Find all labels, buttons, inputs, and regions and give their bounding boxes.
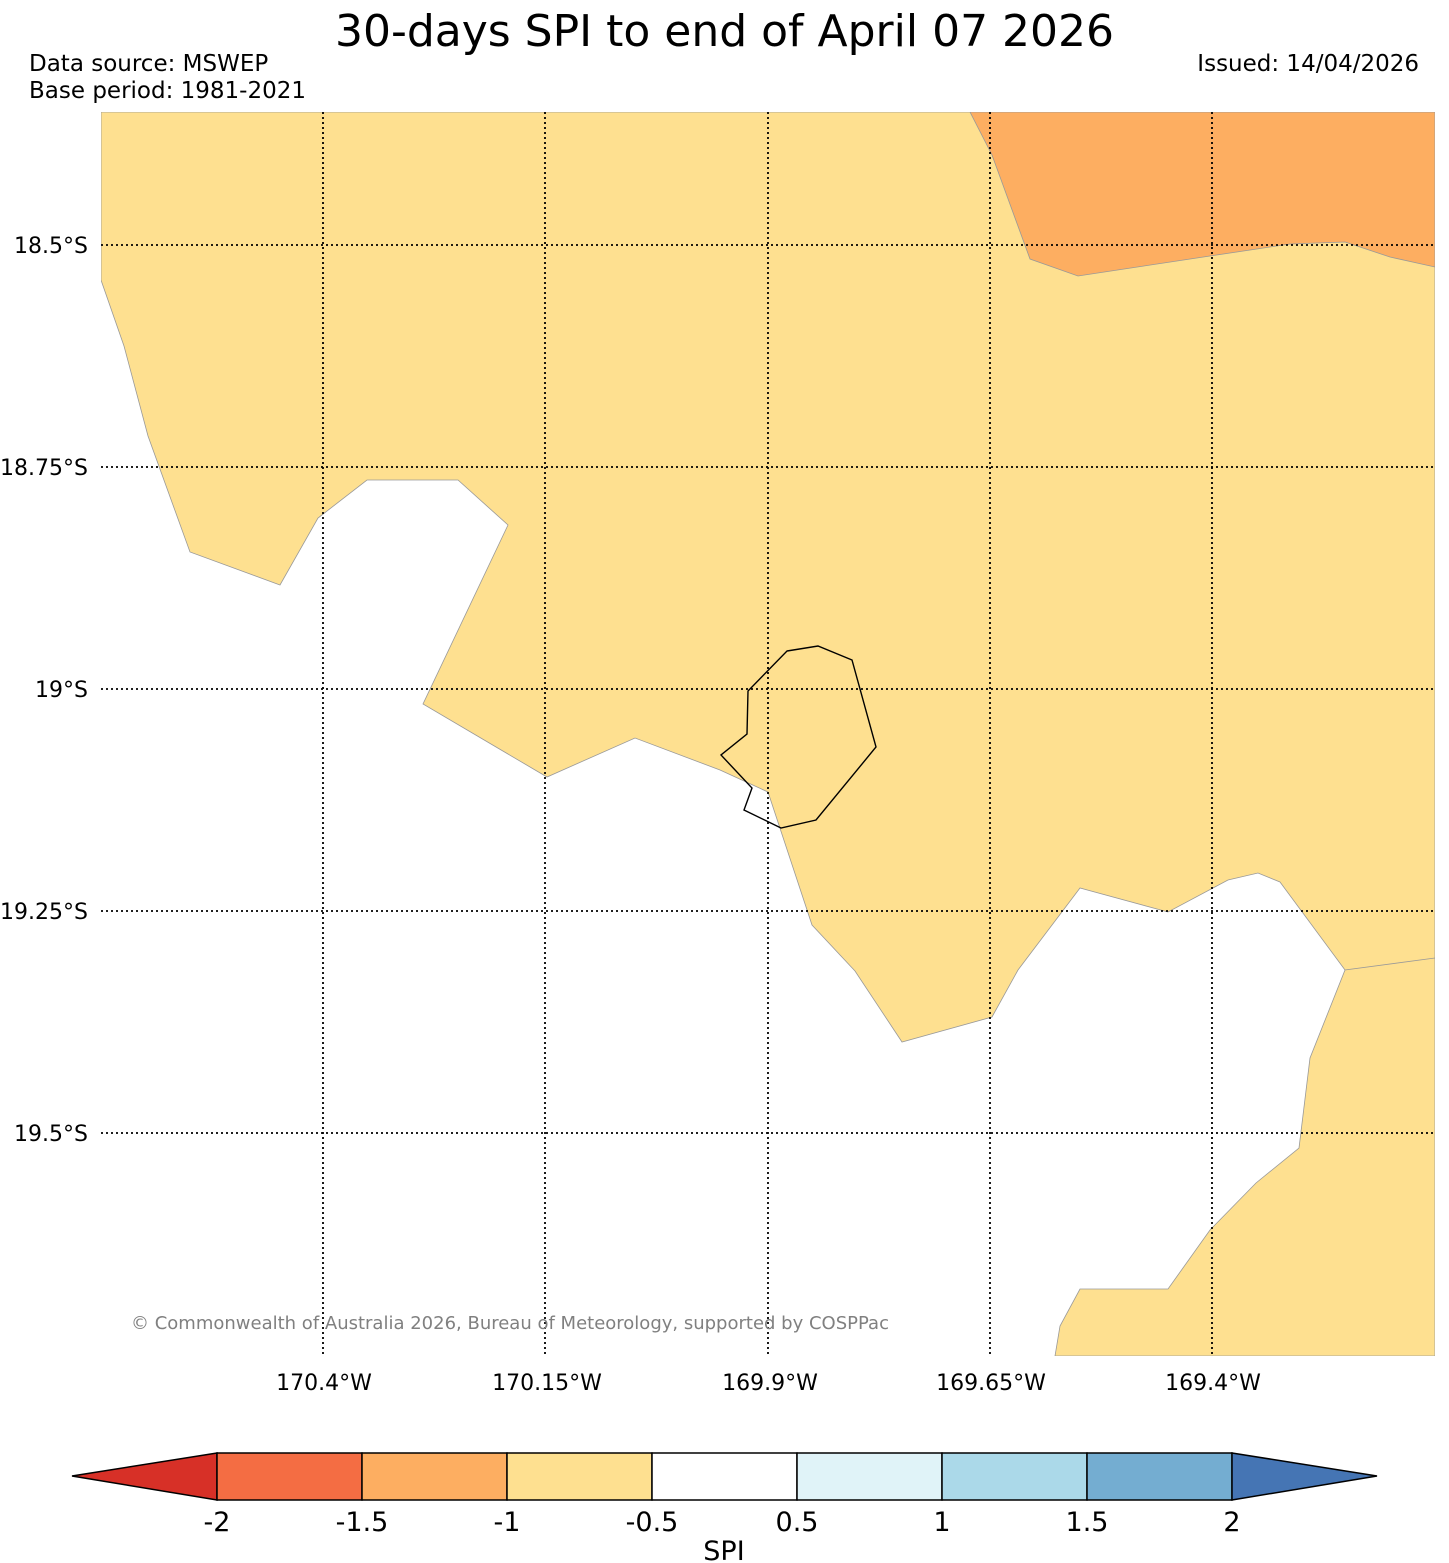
colorbar-segment	[1086, 1452, 1233, 1501]
colorbar-segment	[506, 1452, 653, 1501]
colorbar-tick-label: 1	[933, 1507, 950, 1538]
colorbar-segment	[941, 1452, 1088, 1501]
colorbar: -2 -1.5 -1 -0.5 0.5 1 1.5 2 SPI	[71, 1452, 1378, 1563]
lat-label: 19.25°S	[0, 900, 88, 925]
issued-date-label: Issued: 14/04/2026	[1197, 51, 1419, 77]
colorbar-segment	[651, 1452, 798, 1501]
colorbar-tick-label: -0.5	[626, 1507, 679, 1538]
lat-label: 19°S	[35, 678, 88, 703]
map-title: 30-days SPI to end of April 07 2026	[334, 6, 1115, 57]
lon-label: 169.9°W	[722, 1371, 818, 1396]
colorbar-extend-high	[1231, 1452, 1378, 1501]
spi-region-orange	[969, 112, 1435, 277]
copyright-text: © Commonwealth of Australia 2026, Bureau…	[131, 1313, 889, 1334]
colorbar-extend-low	[71, 1452, 218, 1501]
lon-label: 170.4°W	[276, 1371, 372, 1396]
colorbar-segment	[361, 1452, 508, 1501]
lon-label: 170.15°W	[492, 1371, 602, 1396]
colorbar-title: SPI	[703, 1536, 744, 1563]
data-source-label: Data source: MSWEP	[29, 51, 269, 77]
base-period-label: Base period: 1981-2021	[29, 78, 307, 104]
map-panel: © Commonwealth of Australia 2026, Bureau…	[101, 112, 1435, 1356]
colorbar-tick-label: 0.5	[776, 1507, 819, 1538]
colorbar-tick-label: 2	[1223, 1507, 1240, 1538]
spi-region-light-orange-southeast	[1054, 957, 1435, 1356]
colorbar-tick-label: -1	[494, 1507, 521, 1538]
lat-label: 18.75°S	[0, 456, 88, 481]
colorbar-tick-label: -2	[204, 1507, 231, 1538]
longitude-labels: 170.4°W 170.15°W 169.9°W 169.65°W 169.4°…	[276, 1371, 1261, 1396]
colorbar-tick-label: -1.5	[336, 1507, 389, 1538]
colorbar-segment	[796, 1452, 943, 1501]
lon-label: 169.65°W	[936, 1371, 1046, 1396]
island-coastline	[719, 645, 877, 829]
graticule	[101, 112, 1435, 1356]
lon-label: 169.4°W	[1165, 1371, 1261, 1396]
lat-label: 19.5°S	[14, 1122, 88, 1147]
lat-label: 18.5°S	[14, 234, 88, 259]
latitude-labels: 18.5°S 18.75°S 19°S 19.25°S 19.5°S	[0, 234, 88, 1147]
colorbar-segment	[216, 1452, 363, 1501]
colorbar-tick-label: 1.5	[1066, 1507, 1109, 1538]
